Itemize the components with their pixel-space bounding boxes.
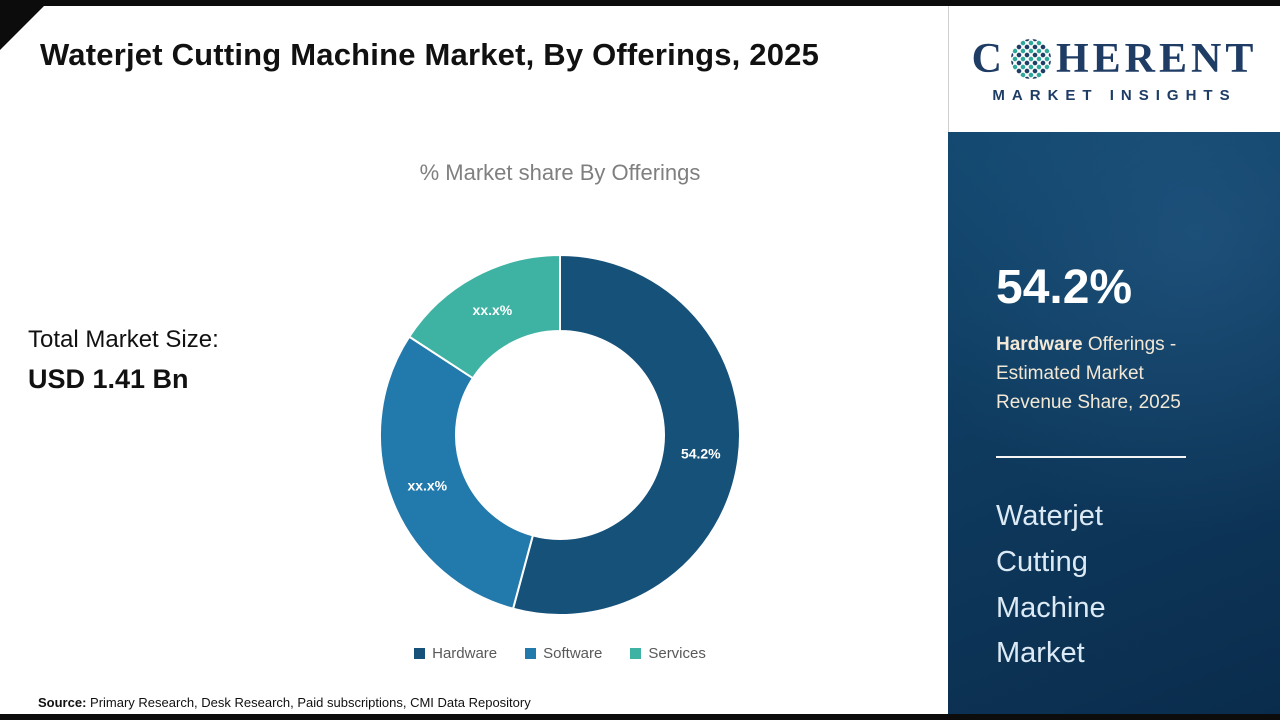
panel-market-title: Waterjet Cutting Machine Market [996,500,1106,670]
highlight-stat-description: Hardware Offerings - Estimated Market Re… [996,330,1221,417]
source-text: Primary Research, Desk Research, Paid su… [86,695,531,710]
donut-chart-svg: 54.2% xx.x% xx.x% [379,253,741,616]
legend-swatch-services [630,648,642,659]
globe-dots-icon [1010,38,1051,79]
brand-logo-area: C HERENT MARKET INSIGHTS [948,6,1280,132]
page-title: Waterjet Cutting Machine Market, By Offe… [40,37,820,72]
donut-chart: 54.2% xx.x% xx.x% [378,253,742,617]
brand-logo: C HERENT [972,35,1258,83]
donut-slice-services [407,253,561,380]
total-market-size-label: Total Market Size: [28,326,219,353]
stat-desc-bold: Hardware [996,334,1083,355]
legend-label-hardware: Hardware [432,645,498,662]
sidebar: C HERENT MARKET INSIGHTS 54.2% Hardware … [948,0,1280,720]
legend-label-software: Software [543,645,603,662]
bottom-trim-bar [0,714,1280,720]
legend-swatch-software [525,648,537,659]
logo-word-start: C [971,35,1006,82]
legend-item-software: Software [525,645,602,662]
main-chart-area: Waterjet Cutting Machine Market, By Offe… [28,37,820,710]
chart-title: % Market share By Offerings [419,160,701,185]
panel-divider [996,456,1186,458]
donut-slice-hardware [511,253,741,616]
chart-legend: Hardware Software Services [330,645,790,662]
stat-desc-rest: Offerings - Estimated Market Revenue Sha… [996,334,1181,414]
logo-word-end: HERENT [1055,35,1258,82]
highlight-panel: 54.2% Hardware Offerings - Estimated Mar… [948,132,1280,720]
brand-logo-subline: MARKET INSIGHTS [992,86,1237,104]
top-trim-bar [0,0,1280,6]
donut-slice-software [379,335,535,610]
highlight-stat-value: 54.2% [996,261,1133,314]
source-note: Source: Primary Research, Desk Research,… [38,695,531,710]
total-market-size-block: Total Market Size: USD 1.41 Bn [28,326,328,395]
total-market-size-value: USD 1.41 Bn [28,364,189,394]
slice-label-services: xx.x% [473,302,513,318]
legend-item-hardware: Hardware [414,645,497,662]
corner-accent-triangle [0,0,50,50]
legend-item-services: Services [630,645,706,662]
slice-label-hardware: 54.2% [681,446,721,462]
legend-label-services: Services [648,645,706,662]
legend-swatch-hardware [414,648,426,659]
slice-label-software: xx.x% [407,478,447,494]
source-label: Source: [38,695,87,710]
